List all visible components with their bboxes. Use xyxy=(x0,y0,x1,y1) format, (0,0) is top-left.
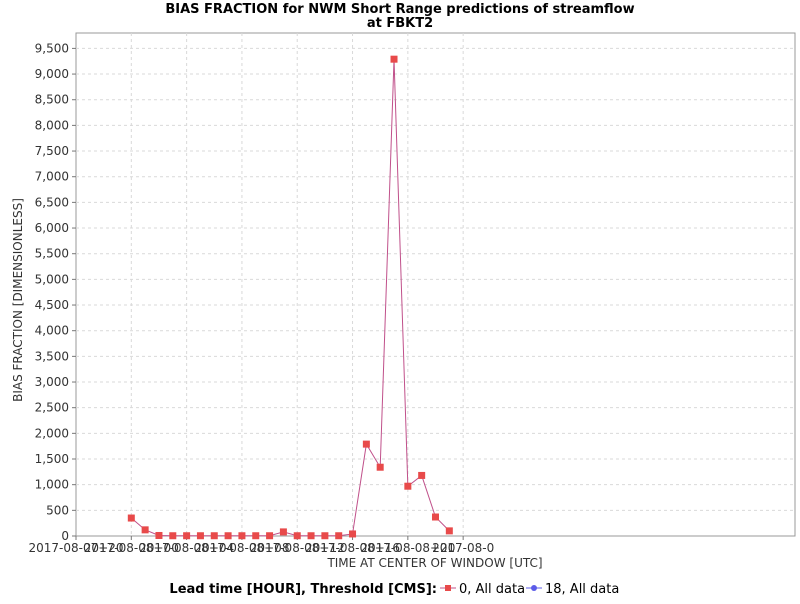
data-point xyxy=(445,527,453,535)
data-point xyxy=(307,532,315,540)
data-point xyxy=(293,532,301,540)
legend-title: Lead time [HOUR], Threshold [CMS]: xyxy=(169,582,437,597)
data-point xyxy=(266,532,274,540)
data-point xyxy=(335,532,343,540)
x-tick-label: 2017-08-07+20 xyxy=(28,541,123,555)
y-tick-label: 6,000 xyxy=(35,221,69,235)
data-point xyxy=(238,532,246,540)
y-tick-label: 5,500 xyxy=(35,247,69,261)
x-tick-label: 2017-08-08+08 xyxy=(194,541,289,555)
y-tick-label: 8,000 xyxy=(35,118,69,132)
y-tick-label: 1,000 xyxy=(35,478,69,492)
data-point xyxy=(224,532,232,540)
chart-title: BIAS FRACTION for NWM Short Range predic… xyxy=(165,2,634,17)
series-layer xyxy=(127,55,453,540)
y-tick-label: 5,000 xyxy=(35,272,69,286)
y-tick-label: 3,000 xyxy=(35,375,69,389)
data-point xyxy=(349,530,357,538)
x-tick-label: 2017-08-0 xyxy=(432,541,494,555)
x-axis-label: TIME AT CENTER OF WINDOW [UTC] xyxy=(326,556,542,570)
chart-subtitle: at FBKT2 xyxy=(367,16,433,31)
x-tick-label: 2017-08-08+12 xyxy=(250,541,345,555)
data-point xyxy=(252,532,260,540)
data-point xyxy=(210,532,218,540)
y-axis-label: BIAS FRACTION [DIMENSIONLESS] xyxy=(11,198,25,402)
data-point xyxy=(141,526,149,534)
plot-area xyxy=(75,32,796,537)
legend-marker-series-0 xyxy=(445,585,451,591)
y-tick-label: 7,000 xyxy=(35,170,69,184)
y-tick-label: 9,000 xyxy=(35,67,69,81)
y-tick-label: 500 xyxy=(46,503,69,517)
data-point xyxy=(321,532,329,540)
y-tick-label: 1,500 xyxy=(35,452,69,466)
data-point xyxy=(376,463,384,471)
x-tick-label: 2017-08-08+04 xyxy=(139,541,234,555)
data-point xyxy=(418,471,426,479)
y-tick-label: 9,500 xyxy=(35,41,69,55)
legend: Lead time [HOUR], Threshold [CMS]: 0, Al… xyxy=(169,582,619,597)
data-point xyxy=(279,528,287,536)
data-point xyxy=(155,531,163,539)
legend-label-series-1: 18, All data xyxy=(545,582,619,597)
data-point xyxy=(169,532,177,540)
y-tick-label: 6,500 xyxy=(35,195,69,209)
y-tick-label: 4,000 xyxy=(35,324,69,338)
legend-label-series-0: 0, All data xyxy=(459,582,525,597)
data-point xyxy=(127,514,135,522)
x-axis-ticks: 2017-08-07+202017-08-08+002017-08-08+042… xyxy=(28,536,494,555)
data-point xyxy=(183,532,191,540)
data-point xyxy=(362,440,370,448)
y-tick-label: 3,500 xyxy=(35,349,69,363)
x-tick-label: 2017-08-08+16 xyxy=(305,541,400,555)
data-point xyxy=(432,513,439,521)
data-point xyxy=(196,532,204,540)
y-tick-label: 2,500 xyxy=(35,401,69,415)
data-point xyxy=(404,482,412,490)
data-point xyxy=(390,55,398,63)
x-tick-label: 2017-08-08+00 xyxy=(84,541,179,555)
y-tick-label: 4,500 xyxy=(35,298,69,312)
y-tick-label: 2,000 xyxy=(35,426,69,440)
y-tick-label: 7,500 xyxy=(35,144,69,158)
y-axis-ticks: 0 500 1,000 1,500 2,000 2,500 3,000 3,500 4,000 4… xyxy=(35,41,76,543)
y-tick-label: 8,500 xyxy=(35,93,69,107)
x-tick-label: 2017-08-08+20 xyxy=(360,541,455,555)
y-tick-label: 0 xyxy=(61,529,69,543)
legend-marker-series-1 xyxy=(531,585,537,591)
